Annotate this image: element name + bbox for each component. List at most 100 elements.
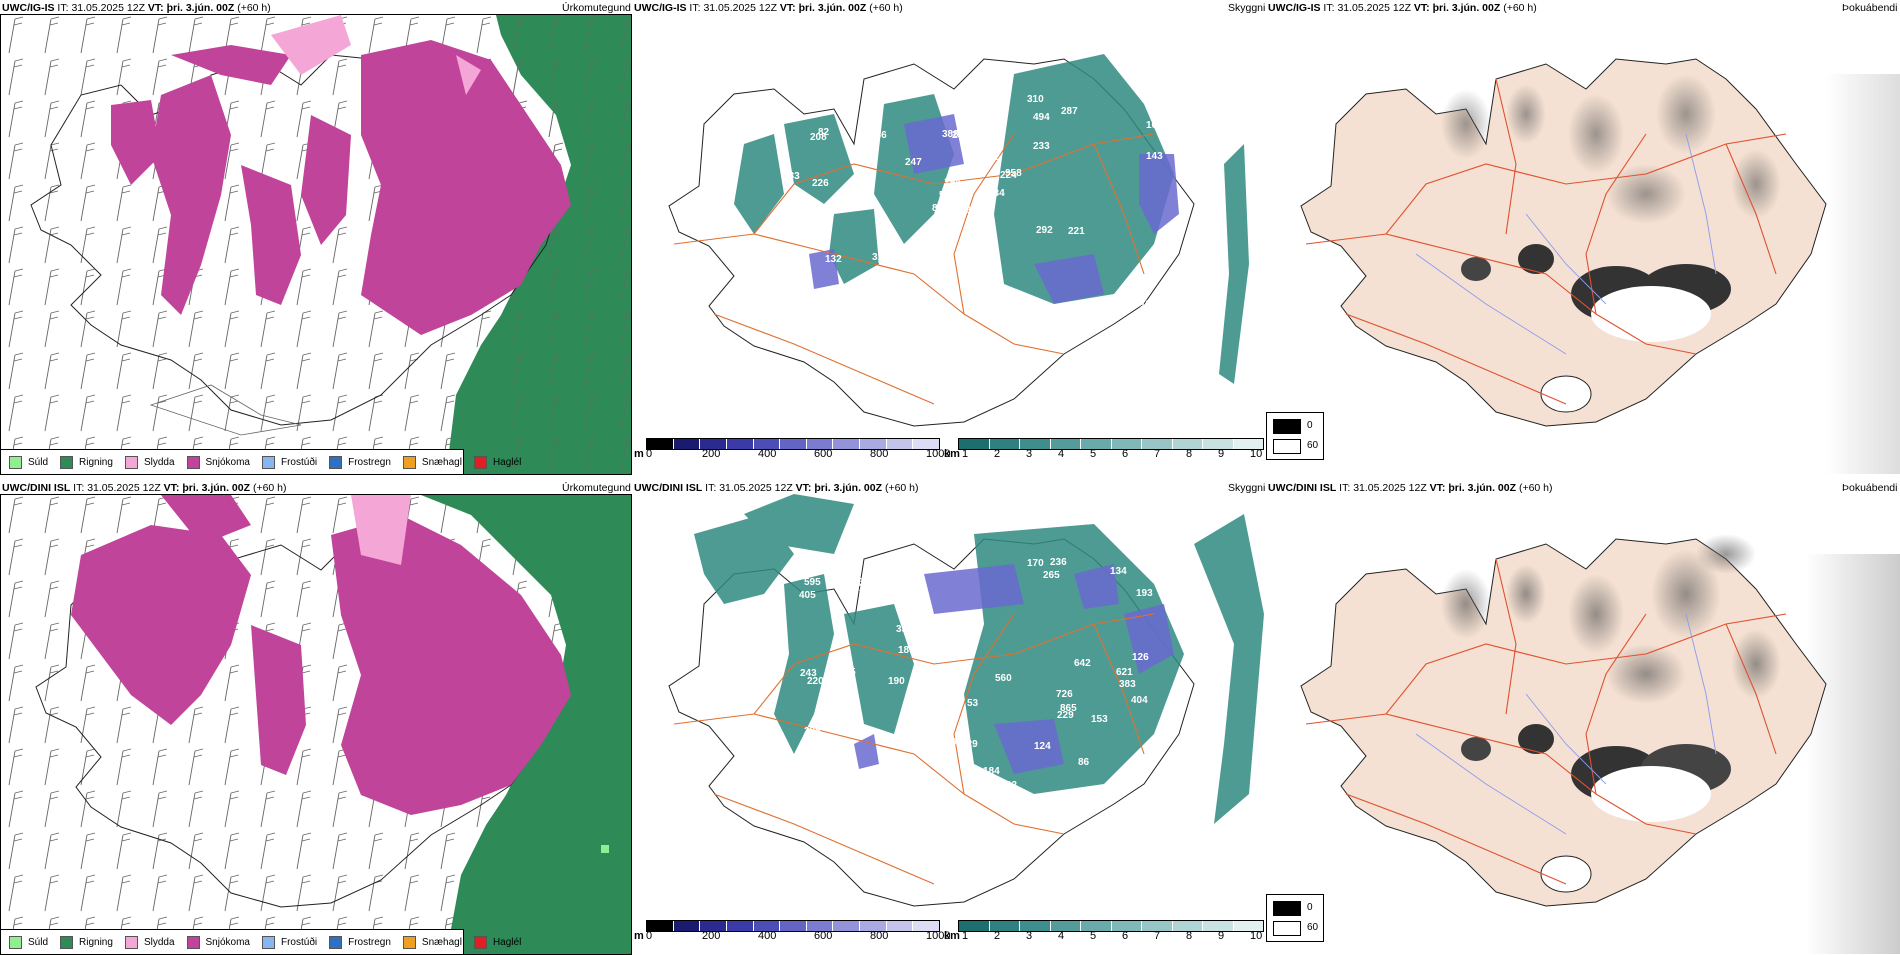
ceiling-unit: m <box>634 930 644 942</box>
cloud-base-label: 194 <box>944 177 961 188</box>
colorbar-segment <box>913 439 940 449</box>
legend-item: Snjókoma <box>186 455 250 469</box>
colorbar-segment <box>1020 921 1051 931</box>
precip-type-legend: Súld Rigning Slydda Snjókoma Frostúði Fr… <box>1 449 521 474</box>
legend-swatch <box>261 935 275 949</box>
colorbar-tick-label: 400 <box>758 448 777 460</box>
colorbar-tick-label: 2 <box>994 448 1001 460</box>
cloud-base-label: 153 <box>1091 714 1108 725</box>
cloud-base-label: 233 <box>1033 141 1050 152</box>
legend-swatch <box>124 935 138 949</box>
cloud-base-label: 506 <box>923 623 940 634</box>
cloud-base-label: 317 <box>822 717 839 728</box>
cloud-base-label: 147 <box>921 736 938 747</box>
cloud-base-label: 220 <box>807 676 824 687</box>
colorbar-tick-label: 10 <box>1250 448 1263 460</box>
cloud-base-label: 184 <box>983 766 1000 777</box>
cloud-base-label: 621 <box>1116 667 1133 678</box>
colorbar-segment <box>989 921 1020 931</box>
colorbar-tick-label: 4 <box>1058 448 1065 460</box>
cloud-base-label: 229 <box>1057 710 1074 721</box>
fog-legend-label: 0 <box>1307 420 1313 431</box>
legend-swatch <box>60 455 74 469</box>
colorbar-segment <box>700 921 727 931</box>
colorbar-segment <box>753 439 781 449</box>
colorbar-segment <box>886 439 914 449</box>
cloud-base-label: 236 <box>1050 557 1067 568</box>
fog-legend-swatch <box>1273 921 1301 936</box>
colorbar-segment <box>1233 439 1263 449</box>
fog-legend: 0 60 <box>1266 412 1324 460</box>
legend-item: Slydda <box>124 455 175 469</box>
colorbar-tick-label: 8 <box>1186 448 1193 460</box>
colorbar-tick-label: 3 <box>1026 930 1033 942</box>
precip-type-map: Súld Rigning Slydda Snjókoma Frostúði Fr… <box>0 494 632 955</box>
visibility-ticks: 1 2 3 4 5 6 7 8 9 10 <box>958 448 1262 462</box>
legend-item: Rigning <box>60 935 113 949</box>
cloud-base-label: 958 <box>1005 168 1022 179</box>
cloud-base-label: 388 <box>942 129 959 140</box>
legend-item: Súld <box>9 935 48 949</box>
ceiling-colorbar <box>646 920 940 932</box>
fog-legend-swatch <box>1273 419 1301 434</box>
legend-item: Snæhagl <box>402 455 462 469</box>
colorbar-tick-label: 5 <box>1090 930 1097 942</box>
colorbar-segment <box>1203 439 1234 449</box>
colorbar-tick-label: 0 <box>646 448 653 460</box>
panel-header: UWC/IG-IS IT: 31.05.2025 12Z VT: þri. 3.… <box>634 2 903 14</box>
colorbar-segment <box>1081 439 1112 449</box>
colorbar-segment <box>959 439 990 449</box>
legend-item: Haglél <box>473 935 521 949</box>
colorbar-segment <box>886 921 914 931</box>
colorbar-segment <box>1172 921 1203 931</box>
cloud-base-label: 226 <box>812 178 829 189</box>
legend-item: Frostregn <box>329 455 391 469</box>
cloud-base-label: 247 <box>905 157 922 168</box>
cloud-base-label: 234 <box>1116 774 1133 785</box>
cloud-base-label: 862 <box>983 152 1000 163</box>
colorbar-segment <box>913 921 940 931</box>
fog-legend-label: 0 <box>1307 902 1313 913</box>
colorbar-segment <box>806 921 834 931</box>
colorbar-tick-label: 200 <box>702 448 721 460</box>
precip-type-map: Súld Rigning Slydda Snjókoma Frostúði Fr… <box>0 14 632 475</box>
cloud-base-label: 86 <box>1078 757 1090 768</box>
colorbar-tick-label: 10 <box>1250 930 1263 942</box>
colorbar-segment <box>1233 921 1263 931</box>
cloud-base-label: 126 <box>1132 652 1149 663</box>
colorbar-tick-label: 6 <box>1122 448 1129 460</box>
panel-header: UWC/DINI ISL IT: 31.05.2025 12Z VT: þri.… <box>2 482 287 494</box>
fog-legend: 0 60 <box>1266 894 1324 942</box>
fog-indicator-map <box>1266 494 1900 955</box>
colorbar-segment <box>673 921 701 931</box>
ceiling-colorbar <box>646 438 940 450</box>
cloud-base-label: 305 <box>839 667 856 678</box>
cloud-base-label: 119 <box>812 760 829 771</box>
panel-title: Úrkomutegund <box>562 2 631 14</box>
colorbar-segment <box>753 921 781 931</box>
legend-swatch <box>186 455 200 469</box>
cloud-base-label: 172 <box>832 303 849 314</box>
cloud-base-label: 292 <box>1036 225 1053 236</box>
colorbar-segment <box>700 439 727 449</box>
colorbar-tick-label: 400 <box>758 930 777 942</box>
colorbar-segment <box>1050 921 1081 931</box>
cloud-base-label: 193 <box>1136 588 1153 599</box>
cloud-base-label: 189 <box>898 645 915 656</box>
legend-swatch <box>261 455 275 469</box>
model-row-ig-is: UWC/IG-IS IT: 31.05.2025 12Z VT: þri. 3.… <box>0 0 1900 475</box>
panel-header: UWC/IG-IS IT: 31.05.2025 12Z VT: þri. 3.… <box>2 2 271 14</box>
cloud-base-label: 405 <box>799 590 816 601</box>
visibility-unit: km <box>944 448 960 460</box>
colorbar-tick-label: 9 <box>1218 448 1225 460</box>
colorbar-segment <box>1020 439 1051 449</box>
colorbar-segment <box>673 439 701 449</box>
colorbar-tick-label: 8 <box>1186 930 1193 942</box>
model-row-dini: UWC/DINI ISL IT: 31.05.2025 12Z VT: þri.… <box>0 480 1900 955</box>
cloud-base-label: 224 <box>1000 170 1017 181</box>
colorbar-segment <box>1203 921 1234 931</box>
legend-item: Haglél <box>473 455 521 469</box>
ceiling-ticks: 0 200 400 600 800 1000 <box>646 930 950 944</box>
cloud-base-label: 865 <box>1060 703 1077 714</box>
cloud-base-label: 285 <box>804 726 821 737</box>
